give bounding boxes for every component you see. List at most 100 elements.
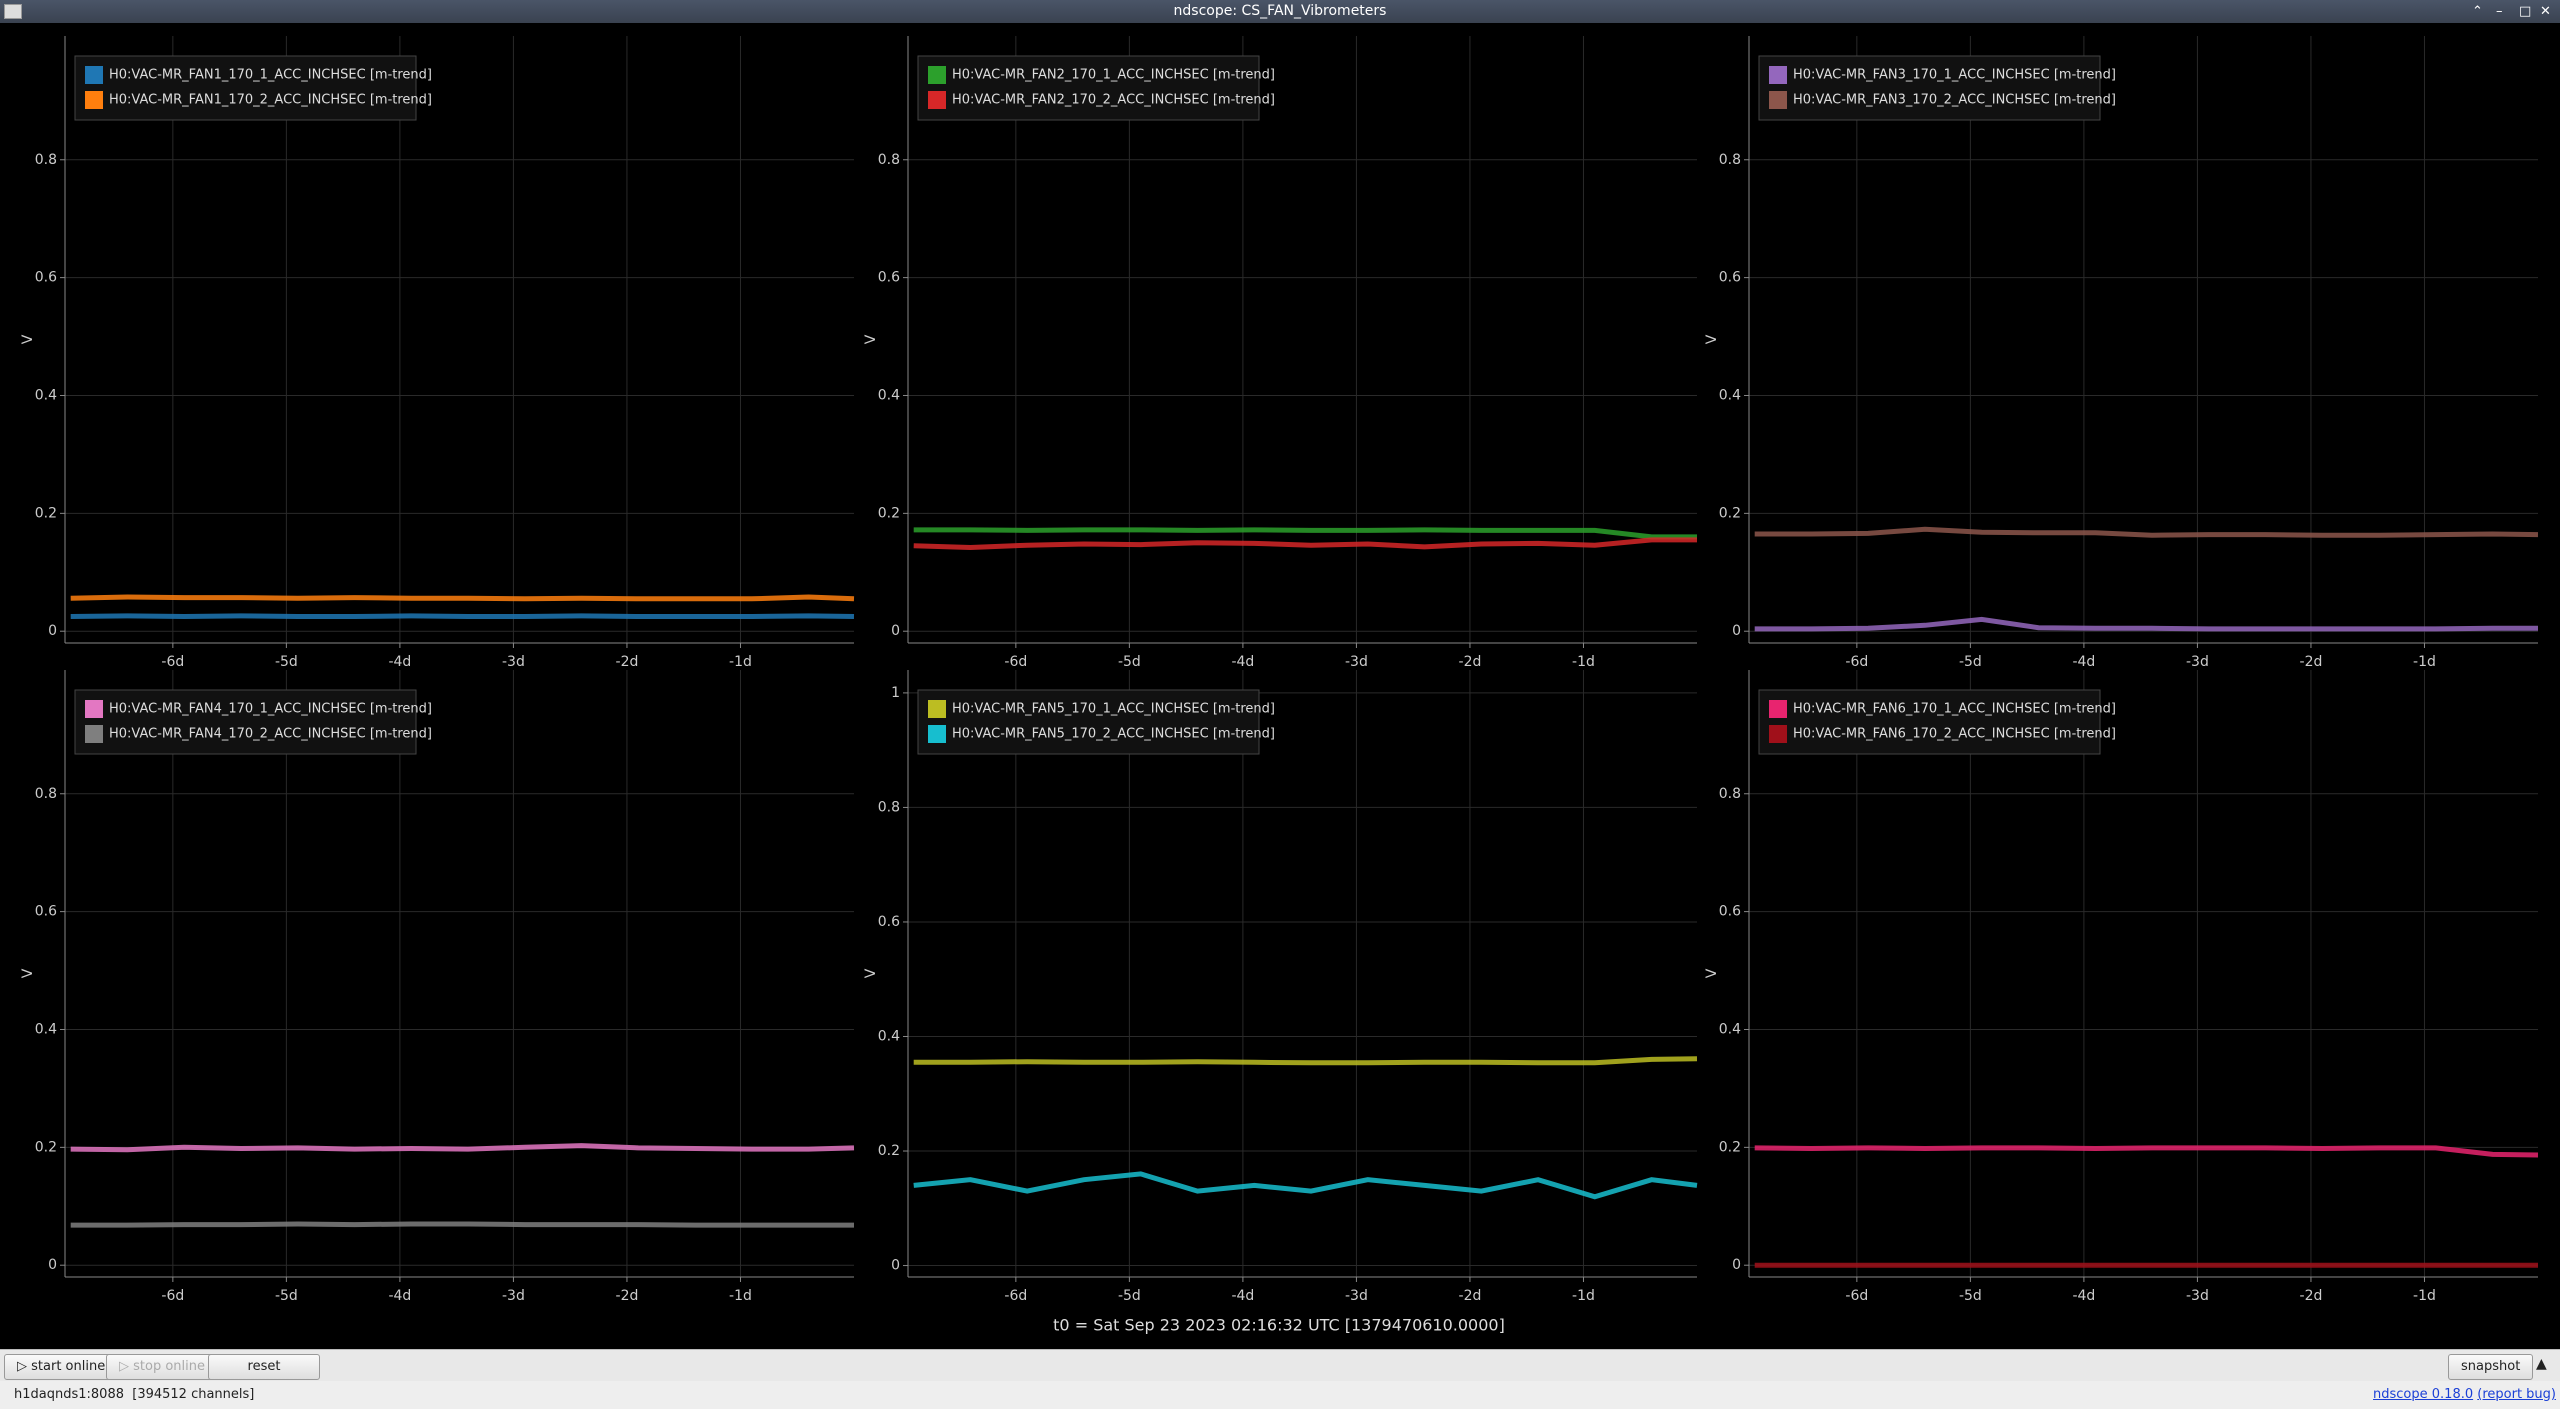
legend-label: H0:VAC-MR_FAN5_170_2_ACC_INCHSEC [m-tren…	[952, 727, 1275, 742]
y-tick-label: 0.2	[35, 1139, 57, 1155]
x-tick-label: -3d	[502, 654, 525, 670]
y-tick-label: 0.6	[878, 270, 900, 286]
legend-label: H0:VAC-MR_FAN3_170_1_ACC_INCHSEC [m-tren…	[1793, 68, 2116, 83]
plot-panel: -6d -5d -4d -3d -2d -1d 0 0.2 0.4 0.6 0.8 V H0:VAC-M…	[863, 36, 1697, 670]
window-title: ndscope: CS_FAN_Vibrometers	[1173, 3, 1387, 19]
x-tick-label: -2d	[616, 654, 639, 670]
x-tick-label: -3d	[1345, 1288, 1368, 1304]
x-tick-label: -5d	[1118, 1288, 1141, 1304]
title-bar: ndscope: CS_FAN_Vibrometers ⌃ – □ ✕	[0, 0, 2560, 23]
legend-swatch	[928, 700, 946, 718]
series-line	[913, 1056, 1698, 1066]
window-close[interactable]: ✕	[2540, 4, 2551, 19]
legend-box	[917, 55, 1260, 121]
plot-panel: -6d -5d -4d -3d -2d -1d 0 0.2 0.4 0.6 0.8 V H0:VAC-M…	[20, 36, 855, 670]
x-tick-label: -4d	[2072, 1288, 2095, 1304]
legend-swatch	[1769, 66, 1787, 84]
legend-box	[917, 689, 1260, 755]
reset-label: reset	[247, 1359, 281, 1374]
y-axis-label: V	[20, 334, 36, 344]
legend-swatch	[85, 91, 103, 109]
plot-panel: -6d -5d -4d -3d -2d -1d 0 0.2 0.4 0.6 0.8 V H0:VAC-M…	[1704, 36, 2539, 670]
y-tick-label: 1	[891, 685, 900, 701]
legend-label: H0:VAC-MR_FAN5_170_1_ACC_INCHSEC [m-tren…	[952, 702, 1275, 717]
plot-panel: -6d -5d -4d -3d -2d -1d 0 0.2 0.4 0.6 0.8 V H0:VAC-M…	[20, 670, 855, 1304]
x-tick-label: -3d	[502, 1288, 525, 1304]
y-tick-label: 0.4	[35, 1021, 57, 1037]
y-tick-label: 0.4	[35, 387, 57, 403]
x-tick-label: -4d	[1231, 654, 1254, 670]
y-tick-label: 0.6	[1719, 270, 1741, 286]
x-tick-label: -4d	[2072, 654, 2095, 670]
legend-swatch	[928, 91, 946, 109]
x-tick-label: -3d	[2186, 654, 2209, 670]
expand-arrow[interactable]: ▲	[2536, 1356, 2547, 1372]
window-minimize[interactable]: –	[2496, 4, 2503, 19]
x-tick-label: -6d	[1004, 1288, 1027, 1304]
snapshot-label: snapshot	[2461, 1359, 2521, 1374]
y-tick-label: 0.8	[35, 786, 57, 802]
legend-label: H0:VAC-MR_FAN1_170_1_ACC_INCHSEC [m-tren…	[109, 68, 432, 83]
status-bar: h1daqnds1:8088 [394512 channels] ndscope…	[0, 1381, 2560, 1409]
y-tick-label: 0.2	[878, 1143, 900, 1159]
legend-box	[1758, 55, 2101, 121]
x-tick-label: -2d	[2300, 1288, 2323, 1304]
snapshot-button[interactable]: snapshot	[2448, 1354, 2534, 1380]
legend-swatch	[1769, 91, 1787, 109]
x-tick-label: -1d	[2413, 654, 2436, 670]
y-axis-label: V	[1704, 968, 1720, 978]
y-tick-label: 0.8	[878, 152, 900, 168]
x-tick-label: -1d	[729, 1288, 752, 1304]
toolbar: ▷ start online ▷ stop online reset snaps…	[0, 1349, 2560, 1382]
legend-swatch	[85, 725, 103, 743]
series-line	[70, 1143, 855, 1153]
y-tick-label: 0.4	[1719, 387, 1741, 403]
x-tick-label: -6d	[161, 1288, 184, 1304]
series-line	[70, 613, 855, 620]
server-status: h1daqnds1:8088 [394512 channels]	[14, 1387, 255, 1402]
series-line	[1754, 616, 2538, 632]
x-tick-label: -4d	[1231, 1288, 1254, 1304]
start-label: start online	[31, 1359, 106, 1374]
y-axis-label: V	[20, 968, 36, 978]
start-button[interactable]: ▷ start online	[4, 1354, 119, 1380]
y-tick-label: 0.6	[878, 914, 900, 930]
version-link[interactable]: ndscope 0.18.0	[2373, 1387, 2474, 1402]
y-tick-label: 0.2	[1719, 505, 1741, 521]
t0-label: t0 = Sat Sep 23 2023 02:16:32 UTC [13794…	[1053, 1316, 1505, 1335]
x-tick-label: -5d	[1118, 654, 1141, 670]
report-link[interactable]: (report bug)	[2477, 1387, 2556, 1402]
y-tick-label: 0.4	[878, 1028, 900, 1044]
x-tick-label: -4d	[388, 654, 411, 670]
x-tick-label: -2d	[2300, 654, 2323, 670]
y-tick-label: 0.8	[1719, 152, 1741, 168]
legend-swatch	[1769, 700, 1787, 718]
x-tick-label: -5d	[275, 654, 298, 670]
series-line	[70, 1221, 854, 1228]
series-line	[70, 594, 855, 602]
x-tick-label: -4d	[388, 1288, 411, 1304]
y-tick-label: 0.6	[35, 270, 57, 286]
legend-box	[74, 689, 417, 755]
x-tick-label: -6d	[1845, 1288, 1868, 1304]
window-shade[interactable]: ⌃	[2472, 4, 2483, 19]
plot-area: t0 = Sat Sep 23 2023 02:16:32 UTC [13794…	[20, 36, 2539, 1335]
y-tick-label: 0	[1732, 1257, 1741, 1273]
window-maximize[interactable]: □	[2519, 4, 2532, 19]
reset-button[interactable]: reset	[208, 1354, 320, 1380]
legend-swatch	[1769, 725, 1787, 743]
y-tick-label: 0.2	[878, 505, 900, 521]
legend-label: H0:VAC-MR_FAN2_170_2_ACC_INCHSEC [m-tren…	[952, 93, 1275, 108]
series-line	[913, 527, 1697, 540]
y-tick-label: 0.8	[35, 152, 57, 168]
legend-label: H0:VAC-MR_FAN3_170_2_ACC_INCHSEC [m-tren…	[1793, 93, 2116, 108]
x-tick-label: -5d	[275, 1288, 298, 1304]
x-tick-label: -2d	[1459, 654, 1482, 670]
x-tick-label: -1d	[2413, 1288, 2436, 1304]
x-tick-label: -6d	[161, 654, 184, 670]
legend-box	[74, 55, 417, 121]
y-axis-label: V	[863, 968, 879, 978]
x-tick-label: -1d	[729, 654, 752, 670]
series-line	[913, 537, 1697, 551]
x-tick-label: -3d	[2186, 1288, 2209, 1304]
